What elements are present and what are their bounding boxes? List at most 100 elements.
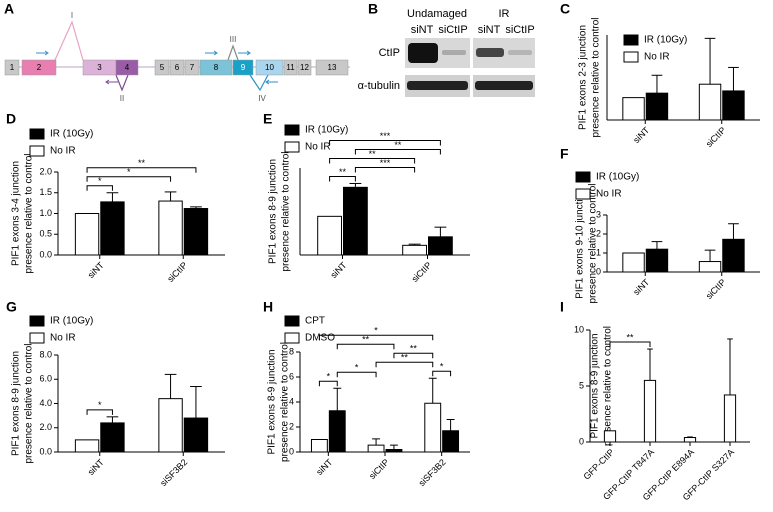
bar <box>183 208 209 256</box>
bar <box>645 92 669 121</box>
bar <box>723 394 737 443</box>
legend-swatch <box>575 171 591 183</box>
y-axis-label: presence relative to control <box>603 326 614 446</box>
significance-bracket <box>375 361 434 368</box>
bar <box>158 200 183 256</box>
lane-label: siCtIP <box>438 24 467 36</box>
legend-label: No IR <box>644 52 670 63</box>
bar <box>643 379 657 443</box>
significance-bracket <box>86 409 113 415</box>
y-tick-label: 2 <box>289 421 294 431</box>
bar <box>683 437 697 443</box>
significance-label: ** <box>369 149 377 159</box>
y-tick-label: 8 <box>289 346 294 356</box>
exon-label: 8 <box>214 63 219 72</box>
significance-bracket <box>318 380 338 387</box>
protein-label: α-tubulin <box>358 80 400 92</box>
significance-label: ** <box>339 167 347 177</box>
bar <box>622 252 645 273</box>
y-axis-label: PIF1 exons 9-10 junction <box>575 188 586 299</box>
significance-label: * <box>440 362 444 372</box>
panel-letter: H <box>263 299 273 315</box>
bar <box>367 444 385 453</box>
significance-label: ** <box>626 332 634 342</box>
y-axis-label: PIF1 exons 8-9 junction <box>590 333 601 438</box>
significance-label: * <box>98 176 102 186</box>
significance-label: *** <box>380 158 391 168</box>
exon-label: 10 <box>265 63 274 72</box>
significance-bracket <box>86 185 113 191</box>
legend-swatch <box>29 128 45 140</box>
y-tick-label: 0 <box>579 436 584 446</box>
y-axis-label: presence relative to control <box>24 343 35 463</box>
junction-label: II <box>120 94 124 103</box>
y-tick-label: 8.0 <box>39 349 52 359</box>
splice-arc <box>54 20 84 61</box>
significance-label: * <box>127 167 131 177</box>
exon <box>184 59 200 76</box>
exon-label: 13 <box>328 63 337 72</box>
legend-label: IR (10Gy) <box>50 129 93 140</box>
y-tick-label: 0 <box>289 446 294 456</box>
band <box>442 50 466 55</box>
band <box>408 43 438 63</box>
y-tick-label: 2.0 <box>39 166 52 176</box>
bar <box>343 186 368 256</box>
legend-swatch <box>575 188 591 200</box>
significance-bracket <box>336 371 377 378</box>
significance-bracket <box>336 343 395 350</box>
bar <box>424 402 442 453</box>
legend-swatch <box>284 315 300 327</box>
y-axis-label: presence relative to control <box>588 183 599 303</box>
legend-swatch <box>623 34 639 46</box>
protein-label: CtIP <box>379 47 400 59</box>
bar <box>74 439 100 453</box>
splice-arc <box>115 74 129 92</box>
bar <box>722 238 745 273</box>
y-tick-label: 2 <box>596 228 601 238</box>
significance-label: ** <box>394 140 402 150</box>
exon-label: 4 <box>125 63 130 72</box>
legend-label: CPT <box>305 316 325 327</box>
bar <box>402 244 428 256</box>
junction-label: I <box>71 11 73 20</box>
bar <box>698 261 722 273</box>
y-axis-label: presence relative to control <box>281 151 292 271</box>
significance-label: * <box>98 400 102 410</box>
bar-chart: C PIF1 exons 2-3 junction presence relativ… <box>560 1 760 149</box>
legend-label: IR (10Gy) <box>596 172 639 183</box>
panel-letter: F <box>560 146 569 162</box>
primer-arrow <box>238 50 251 56</box>
legend-label: IR (10Gy) <box>305 125 348 136</box>
splice-arc <box>227 44 239 61</box>
bar <box>100 422 125 453</box>
condition-label: Undamaged <box>407 8 467 20</box>
exon <box>297 59 312 76</box>
lane-label: siNT <box>411 24 434 36</box>
y-tick-label: 2.0 <box>39 422 52 432</box>
exon <box>4 59 20 76</box>
significance-label: * <box>374 326 378 336</box>
panel-letter: A <box>4 1 14 17</box>
y-tick-label: 10 <box>574 324 584 334</box>
significance-bracket <box>393 352 434 359</box>
exon-label: 2 <box>37 63 42 72</box>
panel-letter: D <box>6 111 16 127</box>
y-tick-label: 3 <box>596 209 601 219</box>
bar-chart: E PIF1 exons 8-9 junction presence relativ… <box>263 111 470 284</box>
significance-bracket <box>329 157 416 164</box>
significance-label: ** <box>362 335 370 345</box>
significance-bracket <box>329 139 441 146</box>
bar <box>317 215 343 256</box>
significance-bracket <box>318 334 434 341</box>
legend-swatch <box>623 51 639 63</box>
y-axis-label: presence relative to control <box>24 153 35 273</box>
condition-label: IR <box>499 8 510 20</box>
y-axis-label: PIF1 exons 8-9 junction <box>11 351 22 456</box>
significance-label: *** <box>380 131 391 141</box>
significance-bracket <box>609 341 651 348</box>
bar <box>603 430 617 443</box>
legend-swatch <box>284 332 300 344</box>
junction-label: IV <box>258 94 266 103</box>
